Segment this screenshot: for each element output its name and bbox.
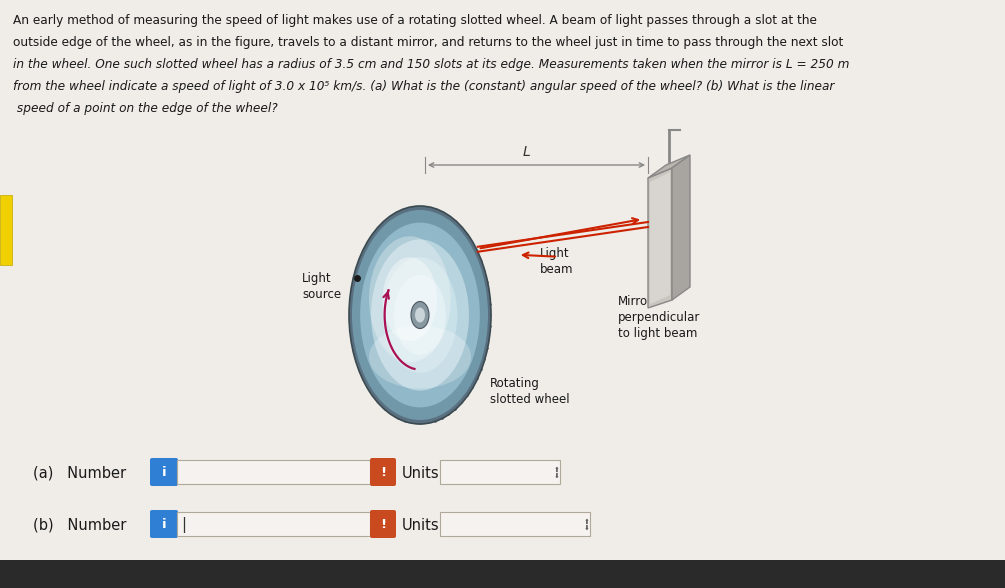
- Ellipse shape: [369, 326, 471, 389]
- FancyBboxPatch shape: [440, 512, 590, 536]
- Text: !: !: [380, 519, 386, 532]
- Text: ⬆
⬇: ⬆ ⬇: [584, 520, 590, 530]
- FancyBboxPatch shape: [150, 458, 178, 486]
- Text: Light
source: Light source: [302, 272, 341, 301]
- Text: Light
beam: Light beam: [540, 247, 574, 276]
- Ellipse shape: [411, 302, 429, 329]
- Text: !: !: [380, 466, 386, 479]
- Text: i: i: [162, 519, 166, 532]
- Polygon shape: [650, 172, 670, 304]
- Ellipse shape: [352, 210, 488, 420]
- Text: i: i: [162, 466, 166, 479]
- Ellipse shape: [383, 258, 457, 373]
- Text: from the wheel indicate a speed of light of 3.0 x 10⁵ km/s. (a) What is the (con: from the wheel indicate a speed of light…: [13, 80, 834, 93]
- FancyBboxPatch shape: [370, 510, 396, 538]
- Polygon shape: [648, 168, 672, 308]
- Text: L: L: [523, 145, 531, 159]
- Ellipse shape: [371, 239, 469, 390]
- Text: Rotating
slotted wheel: Rotating slotted wheel: [490, 377, 570, 406]
- FancyBboxPatch shape: [150, 510, 178, 538]
- Ellipse shape: [383, 258, 437, 341]
- Ellipse shape: [394, 275, 446, 355]
- Polygon shape: [672, 155, 690, 300]
- Ellipse shape: [369, 236, 450, 362]
- Ellipse shape: [349, 206, 491, 424]
- Text: ⬆
⬇: ⬆ ⬇: [554, 467, 560, 479]
- FancyBboxPatch shape: [0, 560, 1005, 588]
- FancyBboxPatch shape: [177, 512, 370, 536]
- FancyBboxPatch shape: [440, 460, 560, 484]
- Text: An early method of measuring the speed of light makes use of a rotating slotted : An early method of measuring the speed o…: [13, 14, 817, 27]
- Ellipse shape: [360, 223, 479, 407]
- Text: (a)   Number: (a) Number: [33, 466, 126, 480]
- Text: in the wheel. One such slotted wheel has a radius of 3.5 cm and 150 slots at its: in the wheel. One such slotted wheel has…: [13, 58, 849, 71]
- Ellipse shape: [415, 308, 425, 322]
- Polygon shape: [648, 155, 690, 178]
- Text: (b)   Number: (b) Number: [33, 517, 127, 533]
- Text: speed of a point on the edge of the wheel?: speed of a point on the edge of the whee…: [13, 102, 277, 115]
- FancyBboxPatch shape: [177, 460, 370, 484]
- Text: |: |: [181, 517, 186, 533]
- Text: Units: Units: [402, 466, 439, 480]
- FancyBboxPatch shape: [0, 195, 12, 265]
- Text: outside edge of the wheel, as in the figure, travels to a distant mirror, and re: outside edge of the wheel, as in the fig…: [13, 36, 843, 49]
- FancyBboxPatch shape: [370, 458, 396, 486]
- Text: Units: Units: [402, 517, 439, 533]
- Text: Mirror
perpendicular
to light beam: Mirror perpendicular to light beam: [618, 295, 700, 340]
